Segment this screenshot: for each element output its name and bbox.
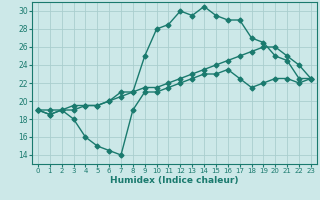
- X-axis label: Humidex (Indice chaleur): Humidex (Indice chaleur): [110, 176, 239, 185]
